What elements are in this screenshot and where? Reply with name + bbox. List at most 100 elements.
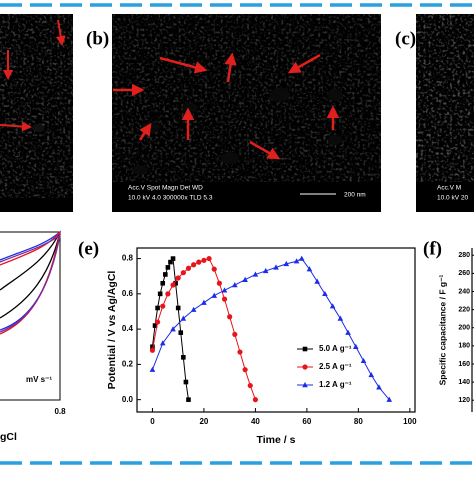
y-tick-label: 140: [458, 379, 470, 386]
tick-fragment: 0.8: [54, 407, 66, 416]
point: [178, 330, 184, 335]
panel-label: (b): [86, 28, 109, 49]
point: [368, 371, 375, 378]
point: [155, 305, 160, 311]
point: [165, 265, 171, 270]
legend-marker: [302, 382, 308, 388]
y-tick-label: 0.6: [122, 289, 134, 298]
legend-marker: [302, 346, 308, 352]
point: [221, 287, 228, 293]
point: [337, 315, 344, 321]
point: [157, 291, 163, 297]
point: [149, 366, 156, 372]
point: [175, 305, 181, 311]
legend-fragment: mV s⁻¹: [26, 375, 52, 384]
y-tick-label: 180: [458, 343, 470, 350]
point: [180, 315, 187, 321]
point: [262, 267, 269, 274]
sem-image-c: [416, 14, 474, 212]
sem-metadata: 10.0 kV 4.0 300000x TLD 5.3: [128, 195, 213, 202]
point: [159, 340, 166, 346]
y-tick-label: 0.2: [122, 359, 134, 368]
point: [306, 266, 313, 272]
x-tick-label: 100: [403, 417, 417, 426]
point: [211, 292, 218, 298]
point: [206, 255, 212, 262]
series-line: [151, 257, 256, 400]
point: [345, 329, 351, 335]
legend-label: 1.2 A g⁻¹: [319, 380, 352, 389]
x-tick-label: 60: [302, 417, 311, 426]
point: [283, 260, 290, 267]
y-tick-label: 280: [458, 252, 470, 259]
point: [160, 303, 166, 309]
point: [150, 344, 155, 350]
point: [242, 276, 248, 282]
point: [201, 299, 207, 305]
legend-label: 5.0 A g⁻¹: [319, 344, 352, 353]
y-tick-label: 220: [458, 306, 470, 313]
legend-label: 2.5 A g⁻¹: [319, 362, 352, 371]
y-tick-label: 0.4: [122, 324, 134, 333]
point: [170, 256, 176, 261]
x-tick-label: 0: [150, 417, 155, 426]
point: [180, 270, 186, 276]
series-line: [151, 257, 390, 400]
point: [175, 275, 181, 281]
sem-metadata: Acc.V M: [437, 185, 461, 192]
point: [273, 264, 279, 270]
point: [170, 282, 176, 288]
cv-partial: [0, 230, 61, 401]
point: [232, 282, 238, 288]
point: [298, 255, 305, 261]
point: [211, 266, 217, 272]
y-tick-label: 160: [458, 361, 470, 368]
scale-bar-label: 200 nm: [344, 192, 366, 199]
x-tick-label: 80: [354, 417, 363, 426]
sem-metadata: 10.0 kV 20: [437, 195, 468, 202]
sem-image-b: [112, 14, 381, 212]
point: [170, 326, 176, 332]
sem-image-a: [0, 14, 73, 212]
point: [190, 306, 197, 312]
y-axis-label: Potential / V vs Ag/AgCl: [106, 271, 118, 390]
y-axis-label: Specific capacitance / F g⁻¹: [437, 274, 447, 385]
point: [163, 272, 168, 277]
y-tick-label: 200: [458, 325, 470, 332]
point: [252, 271, 259, 277]
point: [186, 397, 191, 402]
y-tick-label: 0.0: [122, 395, 134, 404]
point: [185, 265, 192, 271]
x-tick-label: 40: [251, 417, 260, 426]
point: [160, 280, 166, 286]
point: [237, 349, 243, 355]
point: [168, 259, 173, 265]
point: [191, 262, 197, 268]
sem-metadata: Acc.V Spot Magn Det WD: [128, 185, 203, 192]
point: [329, 303, 336, 309]
point: [252, 397, 259, 403]
point: [173, 280, 178, 286]
point: [216, 280, 222, 286]
x-tick-label: 20: [199, 417, 208, 426]
point: [183, 379, 189, 385]
point: [376, 384, 382, 390]
point: [242, 367, 248, 373]
series-line: [151, 257, 189, 400]
legend-marker: [302, 364, 308, 370]
plot-frame: [136, 247, 416, 413]
point: [360, 357, 367, 364]
y-tick-label: 120: [458, 397, 470, 404]
point: [322, 290, 328, 297]
point: [352, 343, 359, 349]
point: [181, 355, 186, 360]
panel-label: (c): [395, 28, 416, 49]
point: [314, 278, 320, 284]
point: [227, 314, 233, 320]
x-axis-label: Time / s: [257, 434, 296, 446]
point: [154, 319, 161, 325]
point: [201, 257, 207, 263]
panel-label: (f): [423, 238, 442, 259]
y-tick-label: 240: [458, 288, 470, 295]
